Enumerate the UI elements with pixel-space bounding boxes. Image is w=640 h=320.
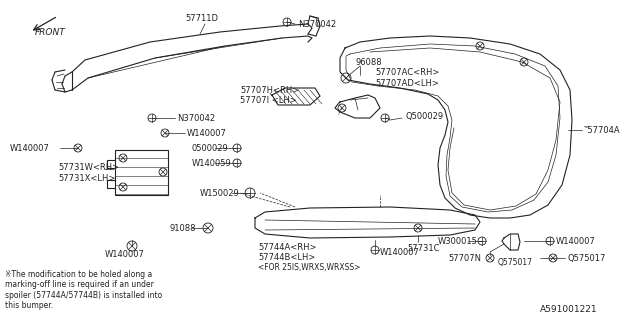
Text: W300015: W300015 [438, 237, 478, 246]
Text: 57744B<LH>: 57744B<LH> [258, 253, 316, 262]
Text: 57711D: 57711D [185, 14, 218, 23]
Text: Q500029: Q500029 [405, 112, 443, 121]
Text: 57707H<RH>: 57707H<RH> [240, 86, 300, 95]
Text: 96088: 96088 [355, 58, 381, 67]
Text: 0500029: 0500029 [192, 144, 228, 153]
Text: 57731W<RH>: 57731W<RH> [58, 163, 119, 172]
Text: Q575017: Q575017 [567, 254, 605, 263]
Text: W150029: W150029 [200, 189, 240, 198]
Text: 57731X<LH>: 57731X<LH> [58, 174, 115, 183]
Text: <FOR 25IS,WRXS,WRXSS>: <FOR 25IS,WRXS,WRXSS> [258, 263, 360, 272]
Text: 57707N: 57707N [448, 254, 481, 263]
Bar [115, 150, 168, 195]
Text: 57707I <LH>: 57707I <LH> [240, 96, 297, 105]
Text: N370042: N370042 [298, 20, 336, 29]
Text: 57707AC<RH>: 57707AC<RH> [375, 68, 440, 77]
Text: W140007: W140007 [10, 144, 50, 153]
Text: ‷57704A: ‷57704A [584, 126, 621, 135]
Text: N370042: N370042 [177, 114, 215, 123]
Text: Q575017: Q575017 [498, 258, 533, 267]
Text: W140007: W140007 [187, 129, 227, 138]
Text: 57707AD<LH>: 57707AD<LH> [375, 79, 439, 88]
Text: 91088: 91088 [170, 224, 196, 233]
Text: 57744A<RH>: 57744A<RH> [258, 243, 317, 252]
Text: W140059: W140059 [192, 159, 232, 168]
Text: W140007: W140007 [105, 250, 145, 259]
Text: 57731C: 57731C [407, 244, 440, 253]
Text: FRONT: FRONT [35, 28, 66, 37]
Text: W140007: W140007 [380, 248, 420, 257]
Text: A591001221: A591001221 [540, 305, 598, 314]
Text: ※The modification to be holed along a
marking-off line is required if an under
s: ※The modification to be holed along a ma… [5, 270, 163, 310]
Text: W140007: W140007 [556, 237, 596, 246]
